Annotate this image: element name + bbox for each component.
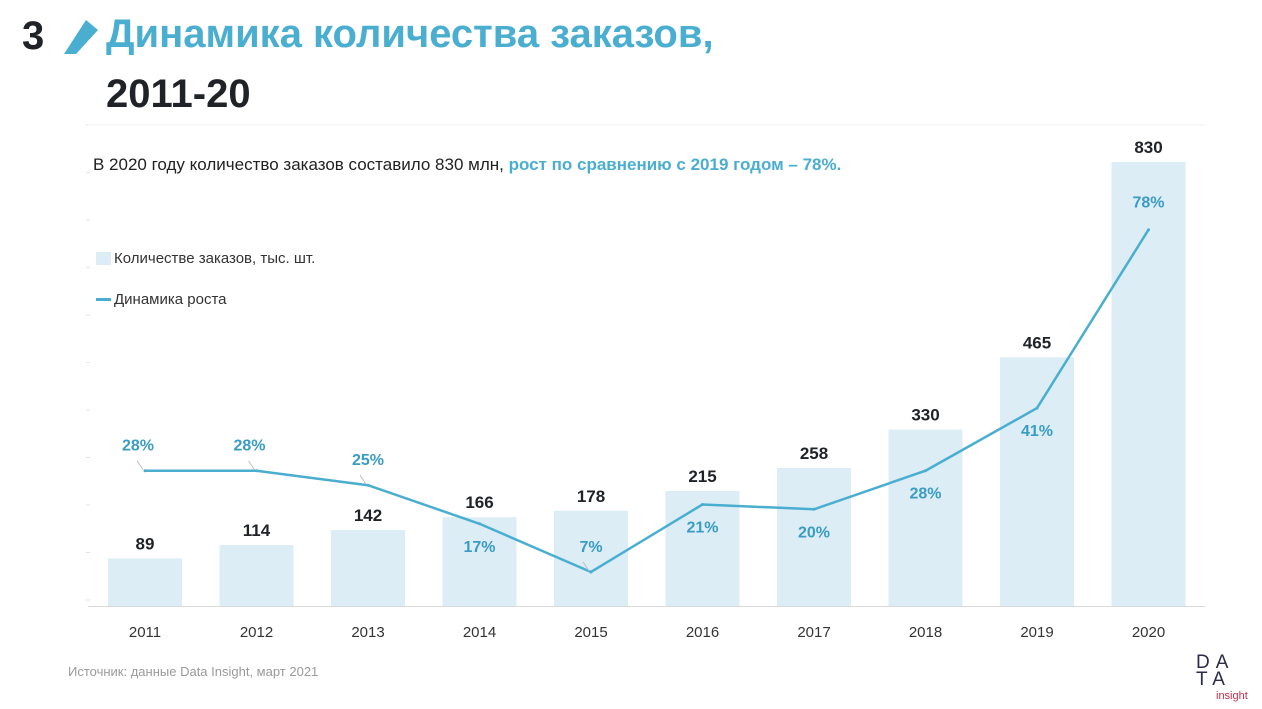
growth-label-2016: 21%	[686, 519, 718, 536]
growth-point-2017	[812, 507, 816, 511]
subtitle-highlight: рост по сравнению с 2019 годом – 78%.	[508, 155, 842, 174]
growth-label-2012: 28%	[233, 438, 265, 455]
growth-point-2020	[1147, 228, 1150, 232]
bar-value-label-2014: 166	[465, 493, 493, 512]
x-tick-label-2018: 2018	[909, 624, 942, 641]
growth-point-2014	[478, 522, 481, 526]
growth-label-2011: 28%	[122, 438, 154, 455]
bar-value-label-2020: 830	[1134, 138, 1162, 157]
slide-number: 3	[22, 14, 45, 58]
x-tick-label-2015: 2015	[574, 624, 607, 641]
bar-value-label-2017: 258	[800, 444, 828, 463]
x-tick-label-2012: 2012	[240, 624, 273, 641]
page-title-period: 2011-20	[106, 72, 251, 116]
growth-leader-2011	[136, 460, 144, 471]
legend-item-orders: Количестве заказов, тыс. шт.	[96, 250, 315, 267]
bar-2013	[331, 530, 405, 606]
growth-label-2014: 17%	[463, 539, 495, 556]
growth-point-2011	[143, 469, 147, 473]
growth-point-2016	[701, 502, 704, 506]
growth-leader-2012	[248, 460, 255, 471]
subtitle: В 2020 году количество заказов составило…	[93, 155, 841, 175]
bar-value-label-2012: 114	[243, 521, 271, 540]
logo-row-1: DA	[1196, 652, 1235, 673]
bar-value-label-2011: 89	[136, 534, 155, 553]
slash-icon	[64, 20, 98, 54]
growth-label-2020: 78%	[1132, 195, 1164, 212]
growth-leader-2013	[359, 474, 367, 485]
legend-bars-label: Количестве заказов, тыс. шт.	[114, 250, 316, 267]
growth-line	[145, 229, 1150, 574]
subtitle-text: В 2020 году количество заказов составило…	[93, 155, 509, 174]
bar-2011	[108, 558, 182, 606]
bar-2016	[665, 490, 740, 606]
x-tick-label-2014: 2014	[463, 624, 496, 641]
growth-label-2013: 25%	[352, 452, 384, 469]
growth-point-2015	[589, 570, 593, 574]
x-tick-label-2019: 2019	[1020, 624, 1053, 641]
source-note: Источник: данные Data Insight, март 2021	[68, 664, 319, 679]
bar-value-label-2016: 215	[688, 467, 716, 486]
bar-2012	[219, 545, 294, 606]
bar-2015	[554, 510, 628, 606]
bar-2019	[1000, 357, 1074, 606]
growth-point-2013	[366, 483, 370, 487]
growth-leader-2015	[582, 561, 590, 572]
data-insight-logo: DA TA insight	[1196, 652, 1256, 704]
bar-value-label-2019: 465	[1023, 333, 1051, 352]
bar-2018	[888, 429, 963, 606]
growth-label-2017: 20%	[798, 524, 830, 541]
growth-label-2018: 28%	[909, 486, 941, 503]
growth-label-2015: 7%	[579, 539, 602, 556]
x-tick-label-2017: 2017	[797, 624, 830, 641]
bar-value-label-2018: 330	[911, 405, 939, 424]
bar-2014	[442, 517, 517, 606]
x-tick-label-2013: 2013	[351, 624, 384, 641]
legend-line-swatch	[96, 298, 111, 301]
logo-row-2: TA	[1196, 669, 1231, 690]
bar-2017	[777, 467, 851, 606]
bar-value-label-2015: 178	[577, 487, 605, 506]
legend-line-label: Динамика роста	[114, 291, 227, 308]
growth-point-2012	[255, 469, 258, 473]
growth-label-2019: 41%	[1021, 423, 1053, 440]
page-title: Динамика количества заказов,	[106, 12, 714, 56]
legend-item-growth: Динамика роста	[96, 291, 227, 308]
growth-point-2019	[1035, 406, 1039, 410]
x-tick-label-2020: 2020	[1132, 624, 1165, 641]
bar-value-label-2013: 142	[354, 506, 382, 525]
x-tick-label-2016: 2016	[686, 624, 719, 641]
logo-subtitle: insight	[1216, 690, 1248, 702]
growth-point-2018	[924, 469, 927, 473]
legend-bar-swatch	[96, 252, 111, 265]
bar-2020	[1111, 162, 1186, 606]
x-tick-label-2011: 2011	[129, 624, 161, 641]
